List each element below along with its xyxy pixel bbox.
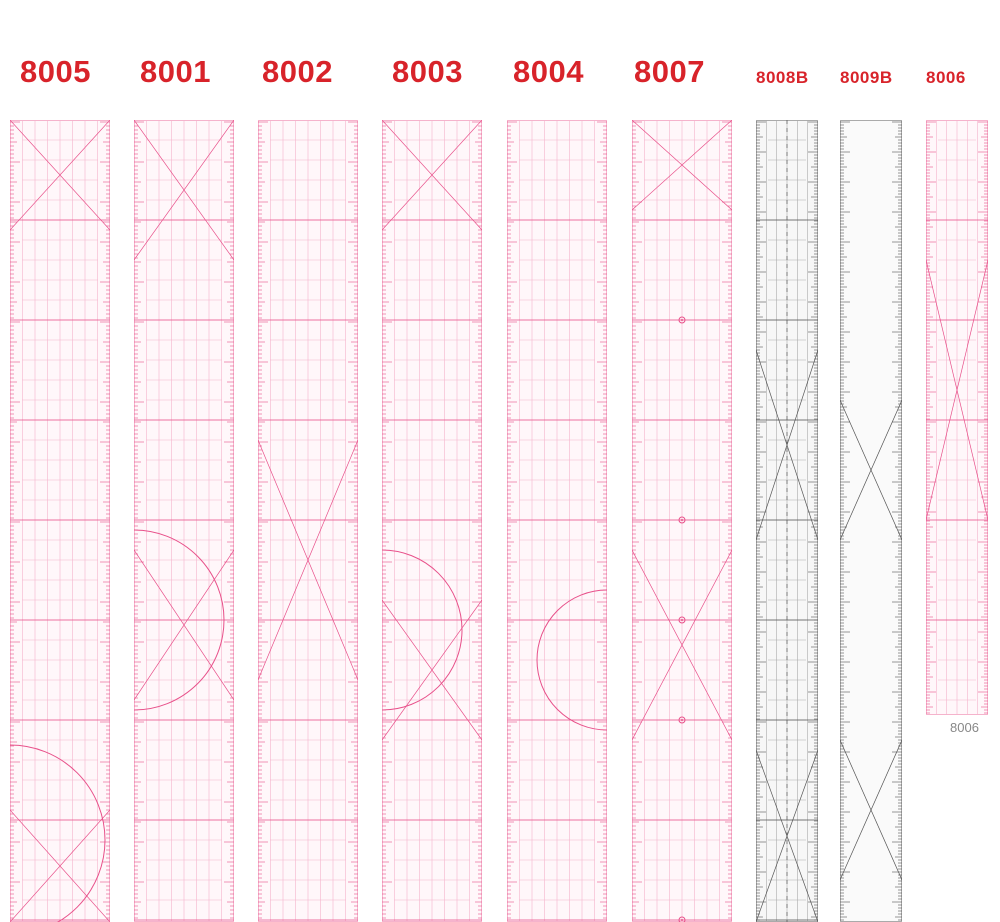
- ruler-8006-caption: 8006: [950, 720, 979, 735]
- ruler-label-8001: 8001: [140, 54, 211, 89]
- ruler-label-8006: 8006: [926, 68, 966, 87]
- ruler-label-8009b: 8009B: [840, 68, 893, 87]
- ruler-8002-image: [258, 120, 358, 922]
- ruler-label-8008b: 8008B: [756, 68, 809, 87]
- ruler-8007-image: [632, 120, 732, 922]
- ruler-8005-image: [10, 120, 110, 922]
- ruler-label-8002: 8002: [262, 54, 333, 89]
- ruler-label-8007: 8007: [634, 54, 705, 89]
- ruler-label-8005: 8005: [20, 54, 91, 89]
- ruler-8001-image: [134, 120, 234, 922]
- ruler-label-8004: 8004: [513, 54, 584, 89]
- ruler-8008b-image: [756, 120, 818, 922]
- ruler-8003-image: [382, 120, 482, 922]
- ruler-label-8003: 8003: [392, 54, 463, 89]
- ruler-8006-image: [926, 120, 988, 715]
- ruler-8004-image: [507, 120, 607, 922]
- ruler-8009b-image: [840, 120, 902, 922]
